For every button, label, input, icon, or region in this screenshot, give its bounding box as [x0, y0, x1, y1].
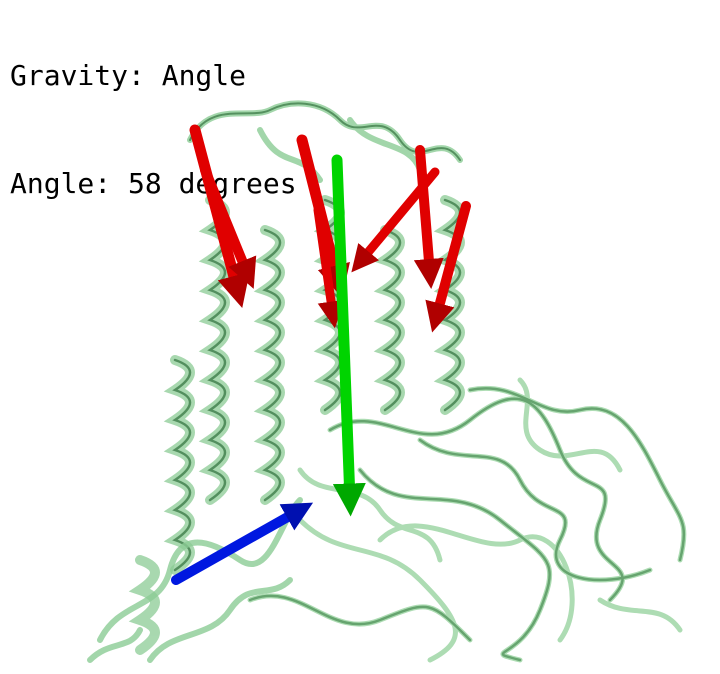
- header-line-2: Angle: 58 degrees: [10, 167, 297, 200]
- helix-arrow: [200, 165, 257, 289]
- helix-arrow: [413, 145, 444, 289]
- reference-vector-arrow: [171, 502, 314, 585]
- helix-axis-arrows: [189, 124, 471, 333]
- helix-arrow: [425, 201, 471, 333]
- header-line-1: Gravity: Angle: [10, 59, 247, 92]
- header-text: Gravity: Angle Angle: 58 degrees: [10, 0, 297, 238]
- protein-ribbon: [87, 100, 687, 663]
- principal-axis-arrow: [331, 154, 366, 517]
- helix-arrow: [351, 167, 440, 273]
- helix-arrow: [313, 205, 345, 329]
